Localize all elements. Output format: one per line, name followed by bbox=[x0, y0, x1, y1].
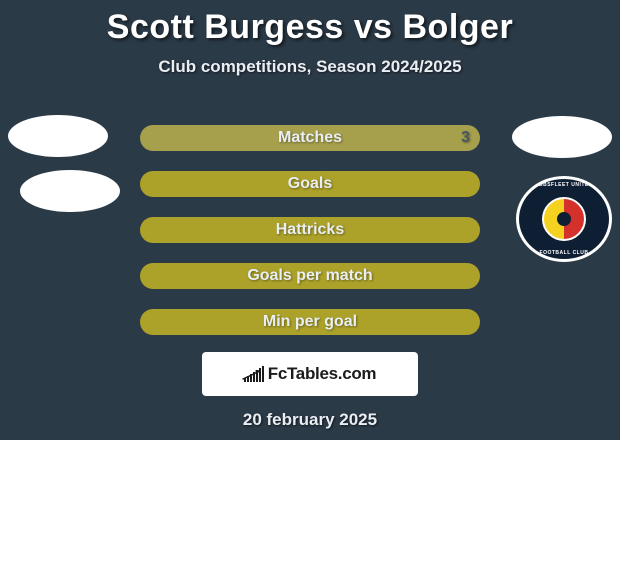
brand-text: FcTables.com bbox=[268, 364, 377, 384]
subtitle: Club competitions, Season 2024/2025 bbox=[0, 57, 620, 77]
stat-row-matches: Matches 3 bbox=[140, 125, 480, 151]
stat-label: Goals per match bbox=[247, 267, 372, 285]
stat-label: Min per goal bbox=[263, 313, 357, 331]
stat-label: Hattricks bbox=[276, 221, 344, 239]
page-title: Scott Burgess vs Bolger bbox=[0, 0, 620, 47]
stat-label: Matches bbox=[278, 129, 342, 147]
stats-card: Scott Burgess vs Bolger Club competition… bbox=[0, 0, 620, 440]
stat-row-hattricks: Hattricks bbox=[140, 217, 480, 243]
stat-label: Goals bbox=[288, 175, 332, 193]
brand-logo-icon bbox=[244, 366, 264, 382]
date-caption: 20 february 2025 bbox=[0, 410, 620, 430]
stats-rows: Matches 3 Goals Hattricks Goals per matc… bbox=[0, 125, 620, 355]
stat-value: 3 bbox=[461, 129, 470, 147]
stat-row-gpm: Goals per match bbox=[140, 263, 480, 289]
stat-row-goals: Goals bbox=[140, 171, 480, 197]
brand-fctables: FcTables.com bbox=[202, 352, 418, 396]
stat-row-mpg: Min per goal bbox=[140, 309, 480, 335]
